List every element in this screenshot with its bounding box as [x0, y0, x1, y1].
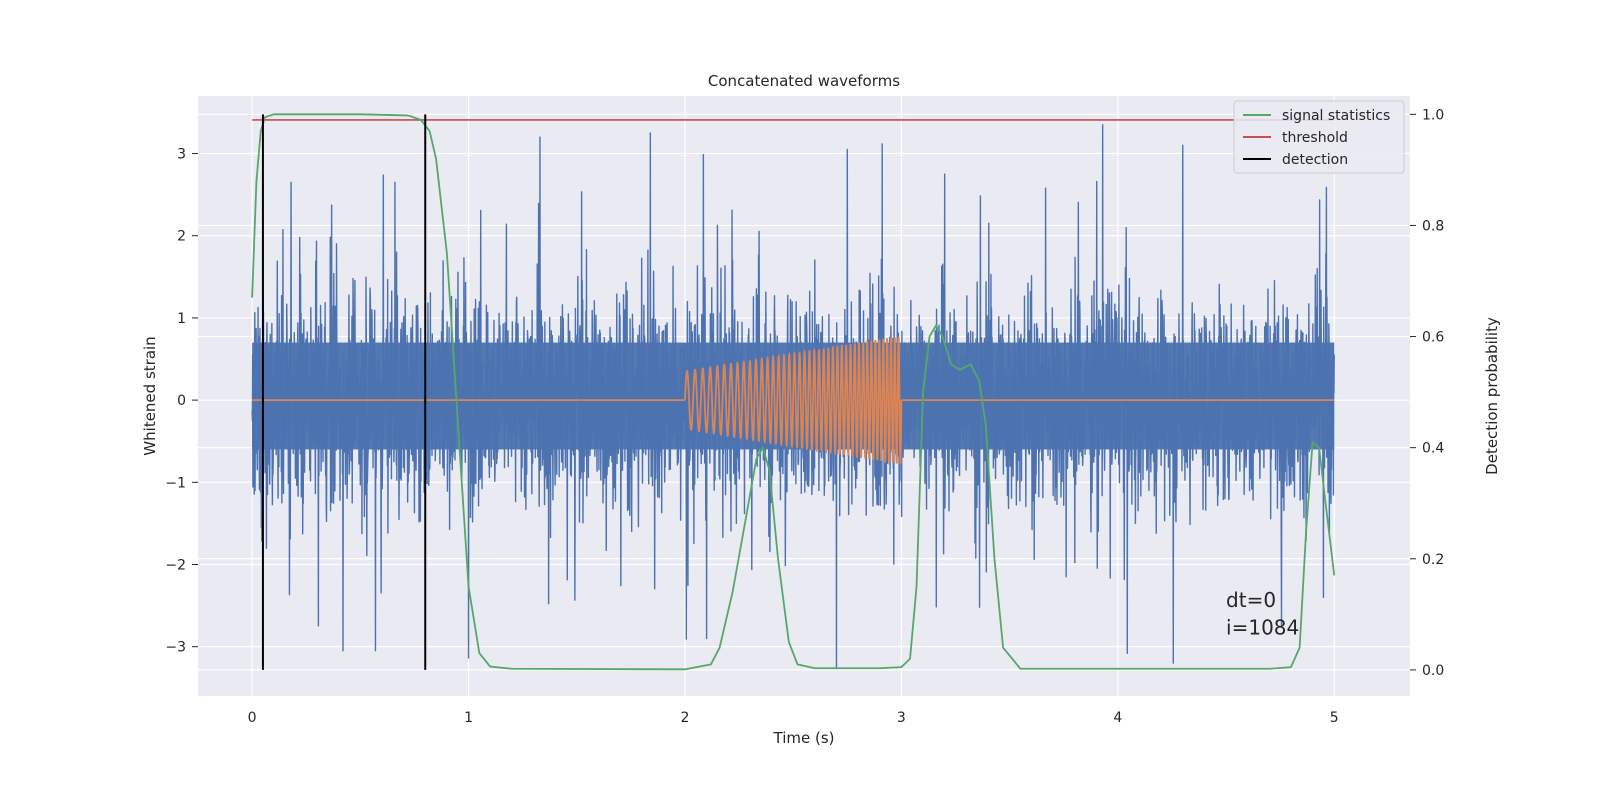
x-axis-label: Time (s)	[773, 729, 835, 747]
y-tick-label: 1	[177, 311, 186, 327]
legend-box	[1233, 100, 1405, 174]
signal-statistics-line	[251, 113, 1336, 671]
annotation-text: i=1084	[1226, 615, 1299, 639]
legend-label-threshold: threshold	[1282, 130, 1348, 146]
x-tick-label: 5	[1330, 710, 1339, 726]
y2-tick-label: 1.0	[1422, 107, 1444, 123]
y-tick-label: −2	[165, 557, 186, 573]
annotation-text: dt=0	[1226, 588, 1276, 612]
x-tick-label: 2	[681, 710, 690, 726]
x-tick-label: 4	[1113, 710, 1122, 726]
legend: signal statistics threshold detection	[1233, 100, 1405, 174]
y-tick-label: 0	[177, 393, 186, 409]
legend-label-detection: detection	[1282, 152, 1348, 168]
y2-tick-label: 0.2	[1422, 552, 1444, 568]
y-tick-label: 3	[177, 147, 186, 163]
annotations: dt=0 i=1084	[1226, 588, 1299, 639]
y2-tick-label: 0.0	[1422, 663, 1444, 679]
y-tick-label: −3	[165, 640, 186, 656]
chirp-waveform	[684, 336, 903, 466]
y2-tick-label: 0.6	[1422, 330, 1444, 346]
y-axis-label: Whitened strain	[141, 336, 159, 455]
y-tick-label: −1	[165, 475, 186, 491]
y2-axis-label: Detection probability	[1483, 317, 1501, 475]
x-tick-label: 1	[464, 710, 473, 726]
x-tick-label: 3	[897, 710, 906, 726]
legend-label-signal-statistics: signal statistics	[1282, 108, 1390, 124]
series-layer	[251, 113, 1336, 671]
y2-tick-label: 0.8	[1422, 218, 1444, 234]
chart-title: Concatenated waveforms	[708, 72, 900, 90]
y2-tick-label: 0.4	[1422, 441, 1444, 457]
y-tick-label: 2	[177, 229, 186, 245]
x-tick-label: 0	[248, 710, 257, 726]
axis-ticks: 0 1 2 3 4 5 −3 −2 −1 0 1 2 3 0.0 0.2 0.4 0.6 0.8 1.0	[165, 107, 1444, 726]
